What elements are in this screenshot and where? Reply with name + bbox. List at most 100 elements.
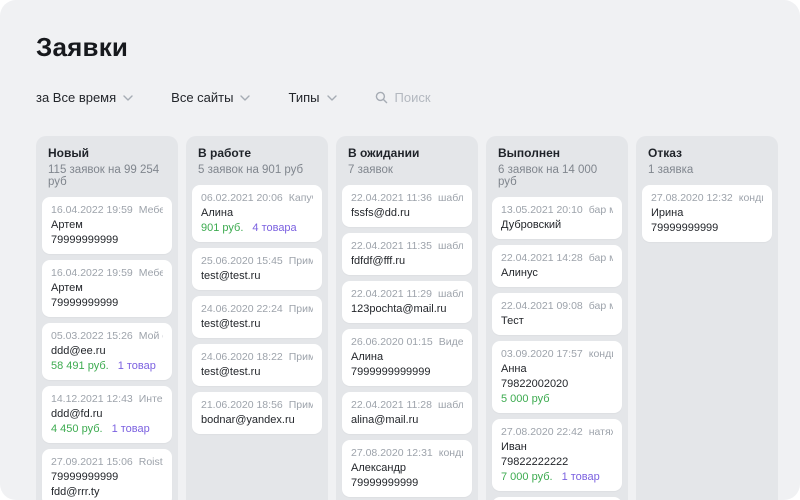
lead-date: 27.08.2020 22:42 (501, 426, 583, 438)
lead-items-count: 4 товара (252, 222, 297, 234)
lead-card[interactable]: 27.08.2020 12:31 кондиционеры Александр 7… (342, 440, 472, 497)
lead-card[interactable]: 24.06.2020 18:22 Пример пло... test@test… (192, 344, 322, 386)
page-title: Заявки (36, 32, 129, 62)
lead-price: 5 000 руб (501, 393, 550, 405)
lead-card[interactable]: 14.12.2021 12:43 Интернет-ма... ddd@fd.r… (42, 386, 172, 443)
column-header: В ожидании 7 заявок (336, 136, 478, 185)
lead-date: 24.06.2020 22:24 (201, 303, 283, 315)
lead-date: 22.04.2021 14:28 (501, 252, 583, 264)
lead-source-tag: Roistat (138, 456, 163, 468)
lead-contact-line: ddd@fd.ru (51, 408, 103, 420)
lead-source-tag: Видеорегист... (438, 336, 463, 348)
lead-source-tag: шаблон light (437, 288, 463, 300)
lead-contact-line: Алина (201, 207, 234, 219)
lead-card[interactable]: 27.08.2020 12:32 кондиционеры Ирина 79999… (642, 185, 772, 242)
lead-contact-line: fssfs@dd.ru (351, 207, 410, 219)
lead-date: 26.06.2020 01:15 (351, 336, 433, 348)
kanban-column: Выполнен 6 заявок на 14 000 руб 13.05.20… (486, 136, 628, 500)
lead-contact-line: test@test.ru (201, 270, 261, 282)
lead-money-row: 7 000 руб. 1 товар (501, 471, 613, 483)
lead-date: 06.02.2021 20:06 (201, 192, 283, 204)
lead-card[interactable]: 22.04.2021 09:08 бар макжого... Тест (492, 293, 622, 335)
lead-card[interactable]: 06.02.2021 20:06 Капучинаторы Алина 901 р… (192, 185, 322, 242)
lead-source-tag: шаблон light (437, 240, 463, 252)
lead-contact-line: 79999999999 (51, 234, 119, 246)
search-input[interactable] (394, 89, 505, 105)
column-count-summary: 6 заявок на 14 000 руб (498, 164, 598, 188)
lead-date: 27.08.2020 12:32 (651, 192, 733, 204)
column-count-summary: 1 заявка (648, 164, 694, 176)
lead-card[interactable]: 16.04.2022 19:59 Мебель Артем 79999999999 (42, 260, 172, 317)
column-cards: 06.02.2021 20:06 Капучинаторы Алина 901 р… (186, 185, 328, 446)
lead-date: 27.08.2020 12:31 (351, 447, 433, 459)
lead-contact-line: ddd@ee.ru (51, 345, 106, 357)
lead-contact-line: 123pochta@mail.ru (351, 303, 447, 315)
lead-card-meta: 13.05.2021 20:10 бар макжого... (501, 204, 613, 216)
lead-contact-line: 79999999999 (351, 477, 419, 489)
filter-sites-dropdown[interactable]: Все сайты (171, 90, 251, 105)
lead-contact-line: Дубровский (501, 219, 562, 231)
lead-card[interactable]: 03.09.2020 17:57 кондиционеры Анна 798220… (492, 341, 622, 413)
lead-contact-line: Ирина (651, 207, 684, 219)
page-header: Заявки за Все время Все сайты Типы (0, 0, 800, 106)
lead-source-tag: Мой сайт (138, 330, 163, 342)
lead-card[interactable]: 27.08.2020 12:12 кондиционеры Ольга79991… (492, 497, 622, 500)
lead-price: 901 руб. (201, 222, 244, 234)
lead-date: 16.04.2022 19:59 (51, 267, 133, 279)
lead-date: 25.06.2020 15:45 (201, 255, 283, 267)
lead-money-row: 4 450 руб. 1 товар (51, 423, 163, 435)
lead-source-tag: бар макжого... (588, 300, 613, 312)
lead-card[interactable]: 21.06.2020 18:56 Пример пло... bodnar@ya… (192, 392, 322, 434)
lead-card-meta: 26.06.2020 01:15 Видеорегист... (351, 336, 463, 348)
lead-price: 4 450 руб. (51, 423, 103, 435)
lead-card[interactable]: 22.04.2021 11:35 шаблон light fdfdf@fff.… (342, 233, 472, 275)
lead-source-tag: Мебель (138, 267, 163, 279)
chevron-down-icon (240, 94, 251, 101)
lead-contact-line: Артем (51, 282, 83, 294)
lead-card[interactable]: 16.04.2022 19:59 Мебель Артем 79999999999 (42, 197, 172, 254)
lead-card-meta: 22.04.2021 11:28 шаблон light (351, 399, 463, 411)
lead-source-tag: натяжные по... (588, 426, 613, 438)
lead-contact-line: Артем (51, 219, 83, 231)
lead-card-meta: 25.06.2020 15:45 Пример пло... (201, 255, 313, 267)
filter-period-dropdown[interactable]: за Все время (36, 90, 133, 105)
column-title: В работе (198, 146, 251, 160)
column-header: Новый 115 заявок на 99 254 руб (36, 136, 178, 197)
lead-card[interactable]: 27.08.2020 22:42 натяжные по... Иван 7982… (492, 419, 622, 491)
column-count-summary: 5 заявок на 901 руб (198, 164, 304, 176)
lead-items-count: 1 товар (561, 471, 600, 483)
column-title: Выполнен (498, 146, 560, 160)
lead-card[interactable]: 22.04.2021 11:29 шаблон light 123pochta@… (342, 281, 472, 323)
lead-date: 14.12.2021 12:43 (51, 393, 133, 405)
lead-card[interactable]: 13.05.2021 20:10 бар макжого... Дубровск… (492, 197, 622, 239)
search-icon (375, 91, 387, 103)
lead-card[interactable]: 24.06.2020 22:24 Пример пло... test@test… (192, 296, 322, 338)
lead-source-tag: Пример пло... (288, 255, 313, 267)
lead-card-meta: 03.09.2020 17:57 кондиционеры (501, 348, 613, 360)
lead-card[interactable]: 26.06.2020 01:15 Видеорегист... Алина 799… (342, 329, 472, 386)
lead-card[interactable]: 22.04.2021 11:28 шаблон light alina@mail… (342, 392, 472, 434)
lead-card[interactable]: 22.04.2021 14:28 бар макжого... Алинус (492, 245, 622, 287)
filters-bar: за Все время Все сайты Типы (36, 88, 764, 106)
column-cards: 27.08.2020 12:32 кондиционеры Ирина 79999… (636, 185, 778, 254)
lead-card-meta: 24.06.2020 22:24 Пример пло... (201, 303, 313, 315)
lead-contact-line: 79822002020 (501, 378, 569, 390)
lead-money-row: 901 руб. 4 товара (201, 222, 313, 234)
lead-card[interactable]: 27.09.2021 15:06 Roistat 79999999999 fdd@… (42, 449, 172, 500)
lead-source-tag: бар макжого... (588, 252, 613, 264)
lead-source-tag: Интернет-ма... (138, 393, 163, 405)
lead-card[interactable]: 05.03.2022 15:26 Мой сайт ddd@ee.ru 58 49… (42, 323, 172, 380)
lead-card-meta: 27.09.2021 15:06 Roistat (51, 456, 163, 468)
lead-card[interactable]: 22.04.2021 11:36 шаблон light fssfs@dd.r… (342, 185, 472, 227)
search-box[interactable] (375, 89, 505, 105)
lead-card[interactable]: 25.06.2020 15:45 Пример пло... test@test… (192, 248, 322, 290)
lead-price: 58 491 руб. (51, 360, 109, 372)
kanban-column: Отказ 1 заявка 27.08.2020 12:32 кондицио… (636, 136, 778, 500)
lead-card-meta: 24.06.2020 18:22 Пример пло... (201, 351, 313, 363)
lead-contact-line: Алина (351, 351, 384, 363)
lead-card-meta: 27.08.2020 12:32 кондиционеры (651, 192, 763, 204)
filter-types-dropdown[interactable]: Типы (288, 90, 337, 105)
lead-card-meta: 16.04.2022 19:59 Мебель (51, 267, 163, 279)
lead-card-meta: 27.08.2020 12:31 кондиционеры (351, 447, 463, 459)
lead-contact-line: fdfdf@fff.ru (351, 255, 406, 267)
